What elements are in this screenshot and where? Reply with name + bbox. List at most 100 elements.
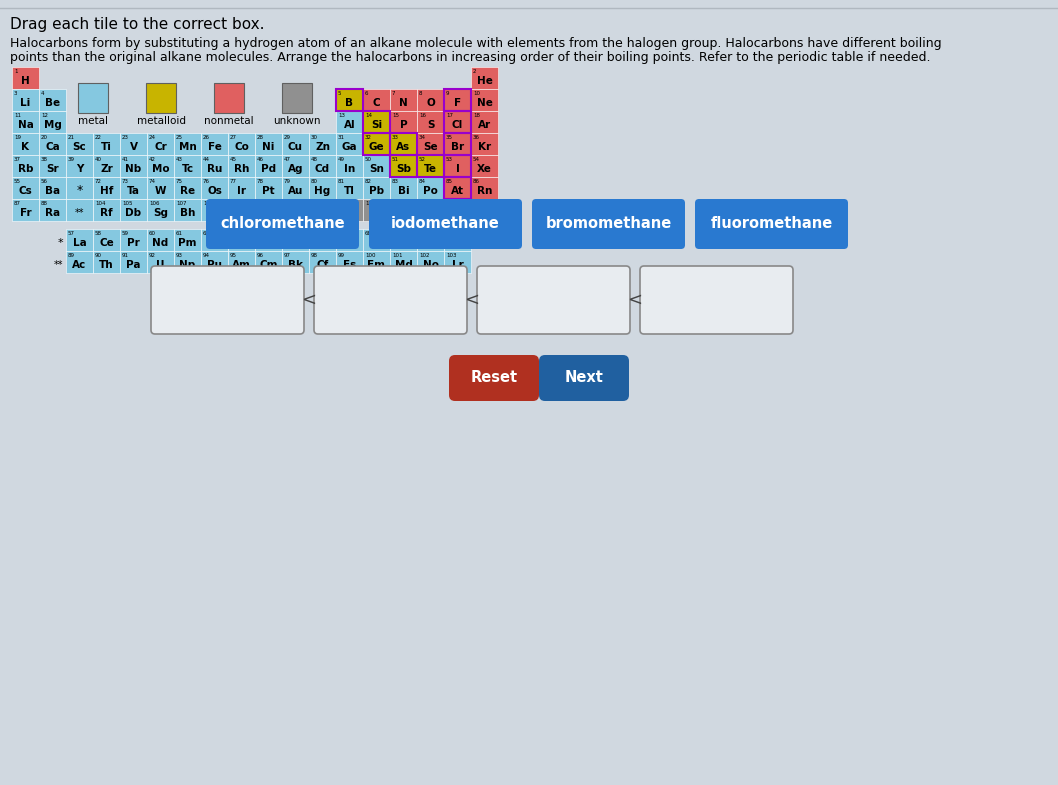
Text: Mg: Mg [43, 119, 61, 130]
Text: 114: 114 [365, 201, 376, 206]
Text: Re: Re [180, 185, 195, 195]
Text: Am: Am [232, 260, 251, 269]
Text: Nb: Nb [126, 163, 142, 173]
Text: 55: 55 [14, 179, 21, 184]
Bar [66, 229, 93, 251]
Bar [201, 199, 229, 221]
Text: Ce: Ce [99, 238, 114, 247]
Bar [336, 251, 363, 273]
Text: Sg: Sg [153, 208, 168, 217]
Text: 96: 96 [257, 253, 264, 258]
Bar [174, 251, 201, 273]
Text: 106: 106 [149, 201, 160, 206]
Bar [417, 133, 444, 155]
Text: 117: 117 [446, 201, 456, 206]
Bar [309, 177, 336, 199]
Text: 80: 80 [311, 179, 318, 184]
Text: Cs: Cs [19, 185, 33, 195]
Bar [229, 177, 255, 199]
Bar [120, 177, 147, 199]
Bar [255, 199, 282, 221]
Bar [390, 177, 417, 199]
Bar [363, 155, 390, 177]
Text: points than the original alkane molecules. Arrange the halocarbons in increasing: points than the original alkane molecule… [10, 51, 930, 64]
Text: 41: 41 [122, 157, 129, 162]
Bar [66, 155, 93, 177]
Text: 26: 26 [203, 135, 209, 140]
Bar [39, 177, 66, 199]
Text: Kr: Kr [478, 141, 491, 152]
Bar [309, 251, 336, 273]
Text: 28: 28 [257, 135, 264, 140]
Text: Md: Md [395, 260, 413, 269]
Text: Pb: Pb [369, 185, 384, 195]
Text: Og: Og [476, 208, 493, 217]
Bar [363, 111, 390, 133]
Bar [390, 155, 417, 177]
Bar [66, 251, 93, 273]
Text: 9: 9 [446, 91, 450, 96]
Text: Xe: Xe [477, 163, 492, 173]
Text: O: O [426, 97, 435, 108]
Bar [336, 89, 363, 111]
Text: 56: 56 [41, 179, 48, 184]
Text: 97: 97 [284, 253, 291, 258]
Text: 50: 50 [365, 157, 372, 162]
Text: Pr: Pr [127, 238, 140, 247]
Bar [471, 155, 498, 177]
Text: Next: Next [565, 371, 603, 385]
Text: 116: 116 [419, 201, 430, 206]
Bar [363, 177, 390, 199]
Text: 4: 4 [41, 91, 44, 96]
Text: Cd: Cd [315, 163, 330, 173]
Text: 34: 34 [419, 135, 426, 140]
Text: Fr: Fr [20, 208, 32, 217]
Text: 22: 22 [95, 135, 102, 140]
Text: Cm: Cm [259, 260, 278, 269]
Text: 53: 53 [446, 157, 453, 162]
Text: 100: 100 [365, 253, 376, 258]
Text: Au: Au [288, 185, 304, 195]
FancyBboxPatch shape [449, 355, 539, 401]
Bar [390, 89, 417, 111]
Text: 91: 91 [122, 253, 129, 258]
Text: Ru: Ru [206, 163, 222, 173]
Text: Te: Te [424, 163, 437, 173]
Bar [93, 177, 120, 199]
Bar [39, 111, 66, 133]
Text: 118: 118 [473, 201, 484, 206]
Bar [255, 177, 282, 199]
FancyBboxPatch shape [532, 199, 685, 249]
Bar [282, 229, 309, 251]
Text: 77: 77 [230, 179, 237, 184]
Bar [390, 155, 417, 177]
Bar [12, 133, 39, 155]
Text: 11: 11 [14, 113, 21, 118]
Text: Cr: Cr [154, 141, 167, 152]
FancyBboxPatch shape [539, 355, 630, 401]
Text: Dy: Dy [315, 238, 330, 247]
Bar [147, 199, 174, 221]
Bar [39, 133, 66, 155]
Text: 88: 88 [41, 201, 48, 206]
Bar [93, 199, 120, 221]
Text: Bh: Bh [180, 208, 195, 217]
Text: Pt: Pt [262, 185, 275, 195]
Text: 65: 65 [284, 231, 291, 236]
Text: 15: 15 [393, 113, 399, 118]
Text: Ar: Ar [478, 119, 491, 130]
Bar [147, 133, 174, 155]
Bar [471, 67, 498, 89]
Bar [12, 199, 39, 221]
Text: Cn: Cn [315, 208, 330, 217]
Bar [39, 89, 66, 111]
Bar [66, 177, 93, 199]
Text: 40: 40 [95, 157, 102, 162]
Text: 90: 90 [95, 253, 102, 258]
Bar [12, 89, 39, 111]
Bar [12, 67, 39, 89]
Bar [120, 133, 147, 155]
Text: Tb: Tb [288, 238, 303, 247]
Text: 92: 92 [149, 253, 156, 258]
Bar [174, 229, 201, 251]
